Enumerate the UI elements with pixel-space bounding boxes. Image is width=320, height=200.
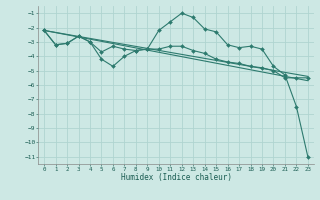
X-axis label: Humidex (Indice chaleur): Humidex (Indice chaleur) <box>121 173 231 182</box>
